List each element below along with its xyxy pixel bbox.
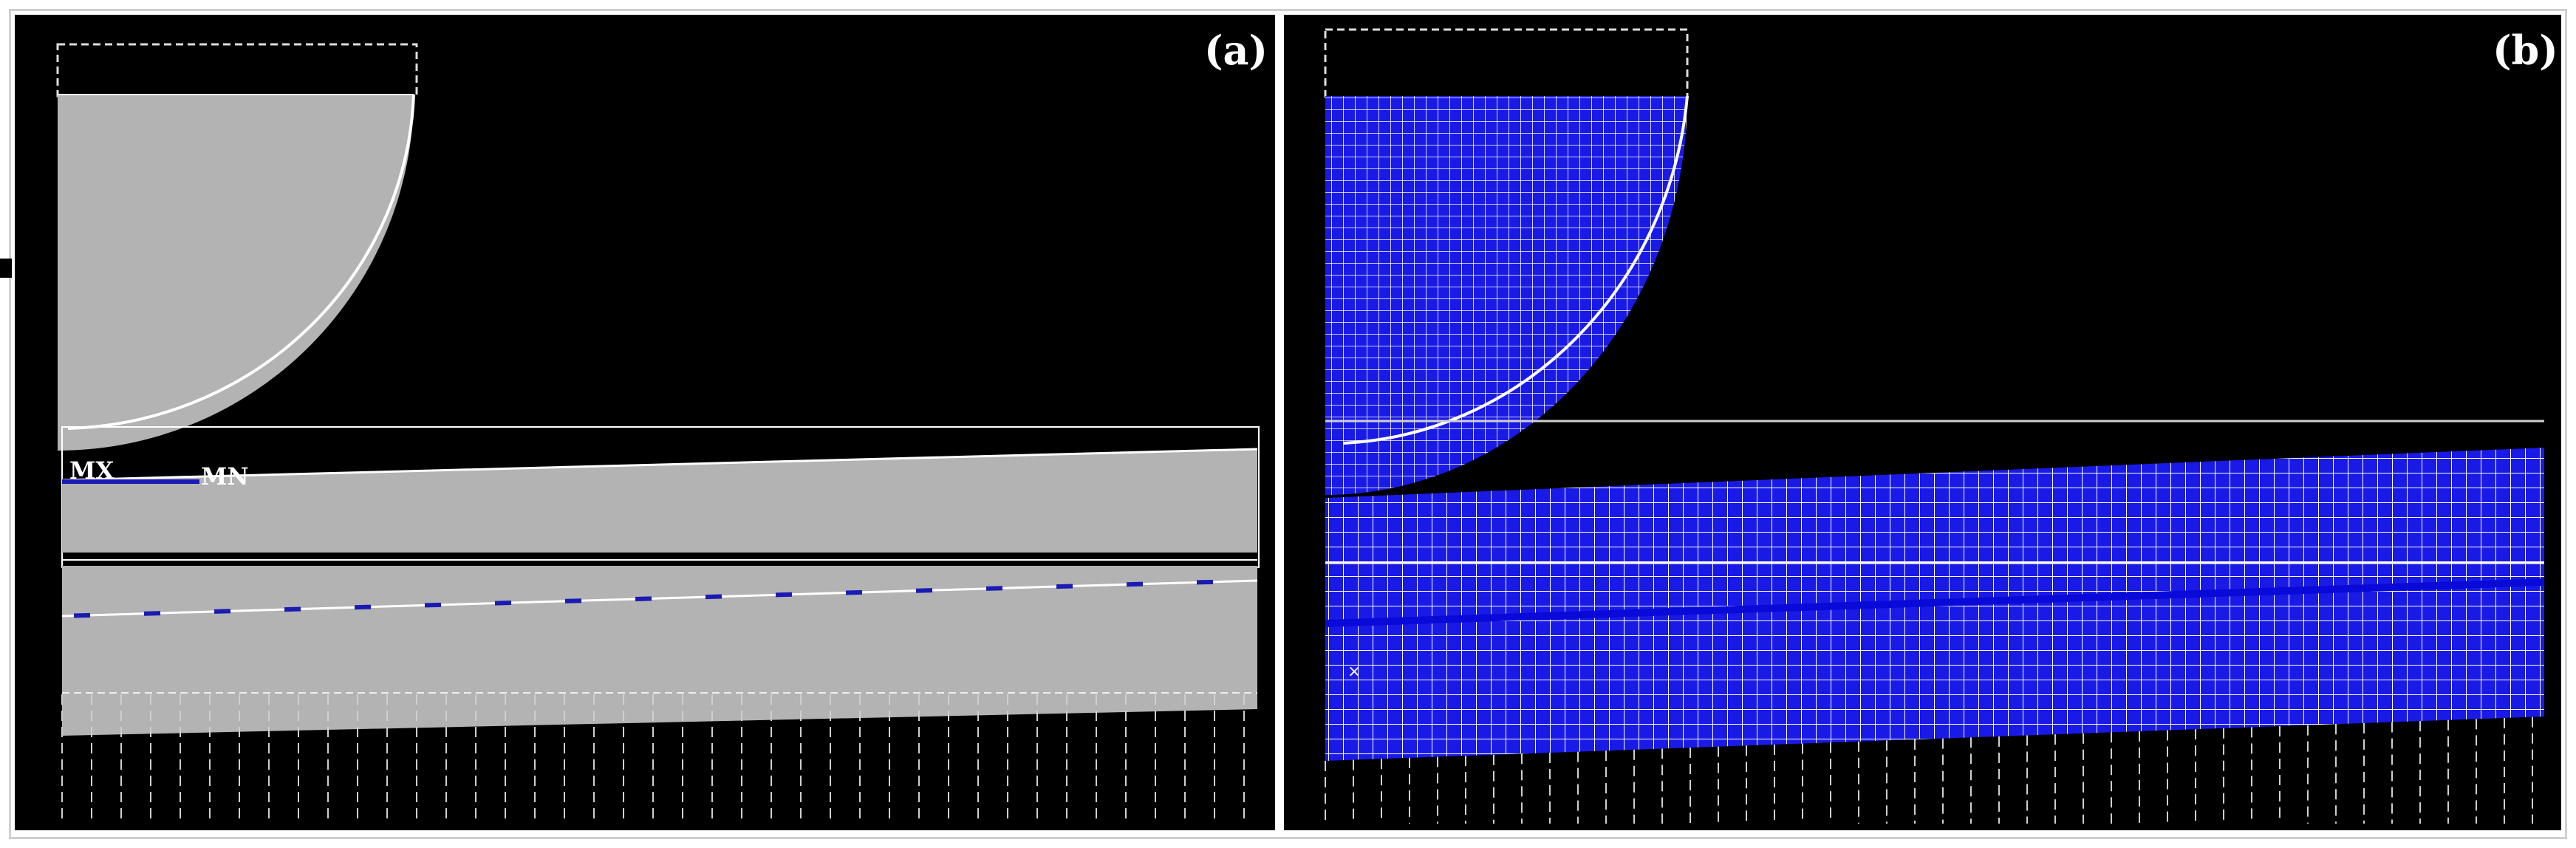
panel-a-label: (a) (1204, 27, 1268, 74)
lower-layer (62, 566, 1257, 736)
base-constraints (1325, 717, 2533, 824)
interface-stress-markers (73, 579, 1214, 618)
base-constraints (61, 694, 1245, 820)
stress-marker (354, 604, 372, 610)
stress-marker (845, 589, 863, 595)
panel-b: × (b) (1284, 15, 2561, 830)
panel-a: (a) MX MN (15, 15, 1275, 830)
indenter-outline (56, 43, 418, 98)
stress-marker (915, 588, 933, 593)
indenter-body (58, 95, 414, 451)
stress-marker (213, 609, 231, 614)
left-edge-mark (0, 259, 12, 278)
stress-marker (985, 586, 1003, 591)
stress-marker (143, 611, 161, 616)
stress-marker (1056, 584, 1073, 589)
indenter-mesh (1325, 96, 1687, 495)
stress-marker (1196, 579, 1214, 585)
max-marker-label: MX (69, 457, 115, 485)
upper-layer-top-edge (61, 448, 1258, 482)
indenter-contact-arc (1342, 95, 1689, 445)
panel-a-drawing (56, 43, 1260, 820)
indenter-contact-arc (67, 94, 415, 430)
stress-marker (73, 612, 91, 618)
stress-marker (635, 596, 652, 601)
indenter-outline (1324, 28, 1689, 99)
stress-marker (1126, 581, 1144, 587)
upper-layer (62, 449, 1257, 553)
panel-b-label: (b) (2493, 27, 2558, 74)
stress-marker (424, 602, 442, 608)
coordinate-symbol: × (1347, 663, 1361, 681)
min-marker-label: MN (201, 462, 249, 490)
stress-marker (705, 594, 722, 600)
interface-line (1325, 578, 2545, 627)
panel-b-drawing: × (1324, 28, 2545, 824)
